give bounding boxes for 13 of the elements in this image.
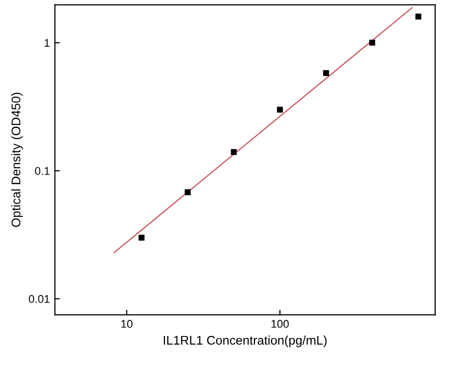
point bbox=[415, 14, 422, 20]
x-axis-title: IL1RL1 Concentration(pg/mL) bbox=[164, 336, 327, 348]
x-tick-label: 10 bbox=[121, 320, 132, 328]
point bbox=[276, 106, 283, 113]
point bbox=[230, 149, 237, 155]
point bbox=[138, 234, 144, 241]
y-tick-label: 0.1 bbox=[35, 167, 50, 175]
point bbox=[184, 189, 191, 196]
y-tick-label: 1 bbox=[44, 39, 50, 47]
point bbox=[323, 70, 330, 76]
x-tick-label: 100 bbox=[272, 320, 289, 328]
y-axis-title: Optical Density (OD450) bbox=[11, 92, 23, 227]
y-tick-label: 0.01 bbox=[28, 295, 50, 303]
